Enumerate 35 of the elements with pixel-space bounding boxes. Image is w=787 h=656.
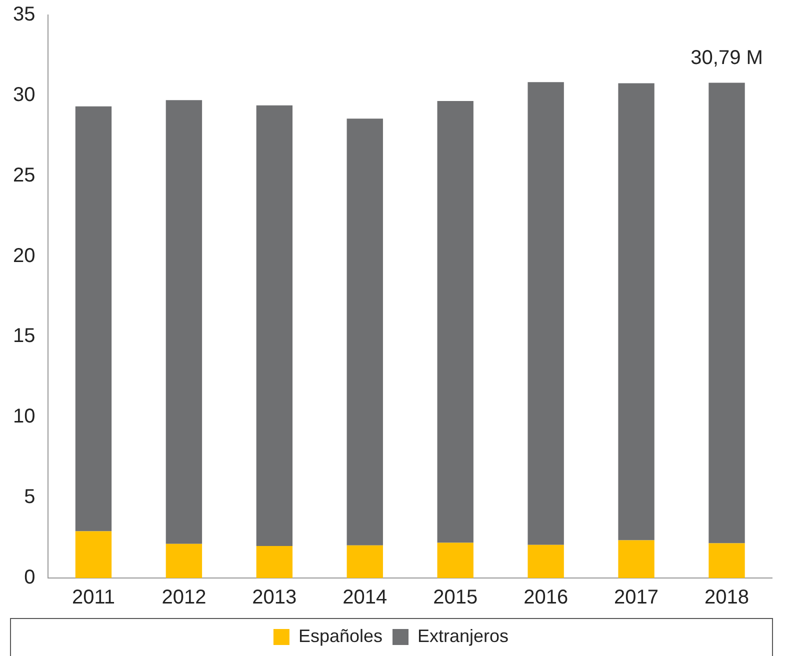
- annotation: 30,79 M: [690, 47, 763, 70]
- bar: [256, 105, 293, 546]
- y-tick-label: 0: [24, 566, 36, 589]
- x-tick-label: 2016: [524, 586, 568, 609]
- bar: [618, 540, 654, 578]
- bar: [708, 82, 745, 544]
- y-tick-label: 25: [12, 164, 36, 186]
- y-tick-label: 20: [12, 244, 36, 267]
- bar: [346, 118, 383, 546]
- x-tick-label: 2013: [252, 586, 297, 609]
- bar: [708, 543, 745, 578]
- x-tick-label: 2014: [342, 586, 388, 609]
- bar: [346, 545, 383, 578]
- x-tick-label: 2015: [433, 586, 478, 609]
- x-tick-label: 2018: [704, 586, 750, 609]
- y-tick-label: 35: [12, 4, 36, 26]
- bar: [528, 544, 564, 578]
- bar: [437, 542, 474, 578]
- y-tick-label: 30: [12, 84, 36, 106]
- bar: [166, 100, 202, 544]
- x-tick-label: 2017: [614, 586, 659, 609]
- bar: [75, 531, 112, 578]
- bar: [75, 106, 112, 532]
- legend-label: Españoles: [298, 626, 383, 646]
- y-tick-label: 15: [12, 325, 36, 348]
- x-tick-label: 2011: [72, 586, 115, 609]
- bar: [166, 544, 202, 578]
- legend-label: Extranjeros: [418, 626, 509, 646]
- bar: [528, 82, 564, 545]
- bar: [256, 546, 293, 578]
- y-tick-label: 10: [12, 406, 36, 428]
- bar: [618, 83, 654, 540]
- x-tick-label: 2012: [162, 586, 206, 609]
- y-tick-label: 5: [24, 486, 36, 508]
- bar: [437, 101, 474, 543]
